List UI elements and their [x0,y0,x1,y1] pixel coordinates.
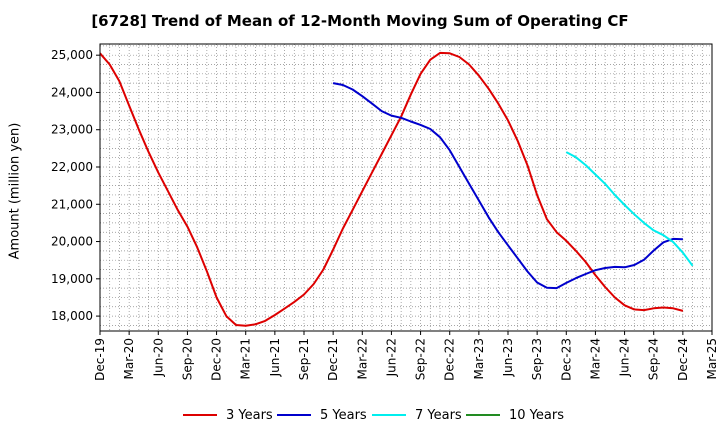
legend: 3 Years 5 Years 7 Years 10 Years [0,405,720,425]
y-axis-ticks: 18,000 19,000 20,000 21,000 22,000 23,000 24,0… [51,48,100,323]
x-tick-label: Sep-21 [297,338,311,380]
legend-item: 10 Years [466,405,564,425]
x-tick-label: Dec-21 [326,338,340,381]
y-tick-label: 25,000 [51,48,93,62]
x-tick-label: Jun-21 [268,338,282,377]
legend-swatch [277,414,311,416]
x-tick-label: Sep-23 [530,338,544,380]
legend-label: 3 Years [226,407,273,423]
chart-title: [6728] Trend of Mean of 12-Month Moving … [91,12,629,30]
legend-swatch [372,414,406,416]
series-line-5-years [332,82,683,290]
x-tick-label: Mar-21 [239,338,253,379]
x-tick-label: Dec-24 [676,338,690,381]
y-tick-label: 20,000 [51,235,93,249]
series-line-7-years [565,151,694,267]
legend-item: 5 Years [277,405,367,425]
legend-swatch [183,414,217,416]
x-tick-label: Mar-25 [705,338,719,379]
series-lines [99,51,694,327]
series-line-3-years [99,51,684,327]
x-tick-label: Sep-22 [414,338,428,380]
x-tick-label: Mar-20 [122,338,136,379]
legend-swatch [466,414,500,416]
legend-label: 7 Years [415,407,462,423]
x-tick-label: Mar-24 [588,338,602,379]
x-tick-label: Dec-22 [443,338,457,381]
legend-item: 7 Years [372,405,462,425]
legend-item: 3 Years [183,405,273,425]
x-tick-label: Dec-19 [93,338,107,381]
legend-label: 5 Years [320,407,367,423]
x-tick-label: Jun-24 [618,338,632,377]
plot-frame [99,43,713,332]
x-tick-label: Sep-24 [647,338,661,380]
x-tick-label: Mar-22 [355,338,369,379]
x-tick-label: Dec-20 [210,338,224,381]
x-tick-label: Jun-22 [384,338,398,377]
x-tick-label: Jun-20 [151,338,165,377]
x-axis-ticks: Dec-19 Mar-20 Jun-20 Sep-20 Dec-20 Mar-21 Jun-… [93,331,719,381]
y-tick-label: 23,000 [51,123,93,137]
x-tick-label: Mar-23 [472,338,486,379]
y-tick-label: 18,000 [51,309,93,323]
y-tick-label: 24,000 [51,85,93,99]
x-tick-label: Sep-20 [180,338,194,380]
legend-label: 10 Years [509,407,564,423]
y-tick-label: 21,000 [51,197,93,211]
gridlines [100,44,712,331]
x-tick-label: Jun-23 [501,338,515,377]
y-tick-label: 19,000 [51,272,93,286]
y-tick-label: 22,000 [51,160,93,174]
x-tick-label: Dec-23 [559,338,573,381]
